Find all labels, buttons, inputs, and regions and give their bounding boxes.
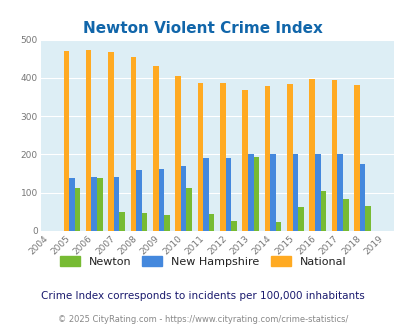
Bar <box>208 214 214 231</box>
Bar <box>359 164 364 231</box>
Bar <box>275 222 281 231</box>
Text: © 2025 CityRating.com - https://www.cityrating.com/crime-statistics/: © 2025 CityRating.com - https://www.city… <box>58 315 347 324</box>
Bar <box>158 169 164 231</box>
Text: Newton Violent Crime Index: Newton Violent Crime Index <box>83 21 322 36</box>
Bar <box>75 188 80 231</box>
Bar <box>331 80 337 231</box>
Bar <box>86 50 91 231</box>
Legend: Newton, New Hampshire, National: Newton, New Hampshire, National <box>60 256 345 267</box>
Bar <box>320 191 325 231</box>
Bar <box>164 214 169 231</box>
Bar <box>108 52 113 231</box>
Bar <box>69 178 75 231</box>
Bar <box>292 154 298 231</box>
Bar <box>186 188 192 231</box>
Bar <box>181 166 186 231</box>
Bar <box>247 154 253 231</box>
Bar <box>113 177 119 231</box>
Bar <box>203 158 208 231</box>
Bar <box>298 207 303 231</box>
Bar <box>286 84 292 231</box>
Bar <box>225 158 230 231</box>
Bar <box>230 221 236 231</box>
Bar <box>153 66 158 231</box>
Bar <box>136 170 141 231</box>
Bar <box>309 79 314 231</box>
Bar <box>97 178 102 231</box>
Text: Crime Index corresponds to incidents per 100,000 inhabitants: Crime Index corresponds to incidents per… <box>41 291 364 301</box>
Bar <box>91 177 97 231</box>
Bar <box>253 157 258 231</box>
Bar <box>220 83 225 231</box>
Bar <box>364 206 370 231</box>
Bar <box>130 57 136 231</box>
Bar <box>342 199 347 231</box>
Bar <box>270 154 275 231</box>
Bar <box>119 212 125 231</box>
Bar <box>175 76 181 231</box>
Bar <box>63 51 69 231</box>
Bar <box>314 154 320 231</box>
Bar <box>141 213 147 231</box>
Bar <box>337 154 342 231</box>
Bar <box>353 85 359 231</box>
Bar <box>264 86 270 231</box>
Bar <box>242 90 247 231</box>
Bar <box>197 83 203 231</box>
